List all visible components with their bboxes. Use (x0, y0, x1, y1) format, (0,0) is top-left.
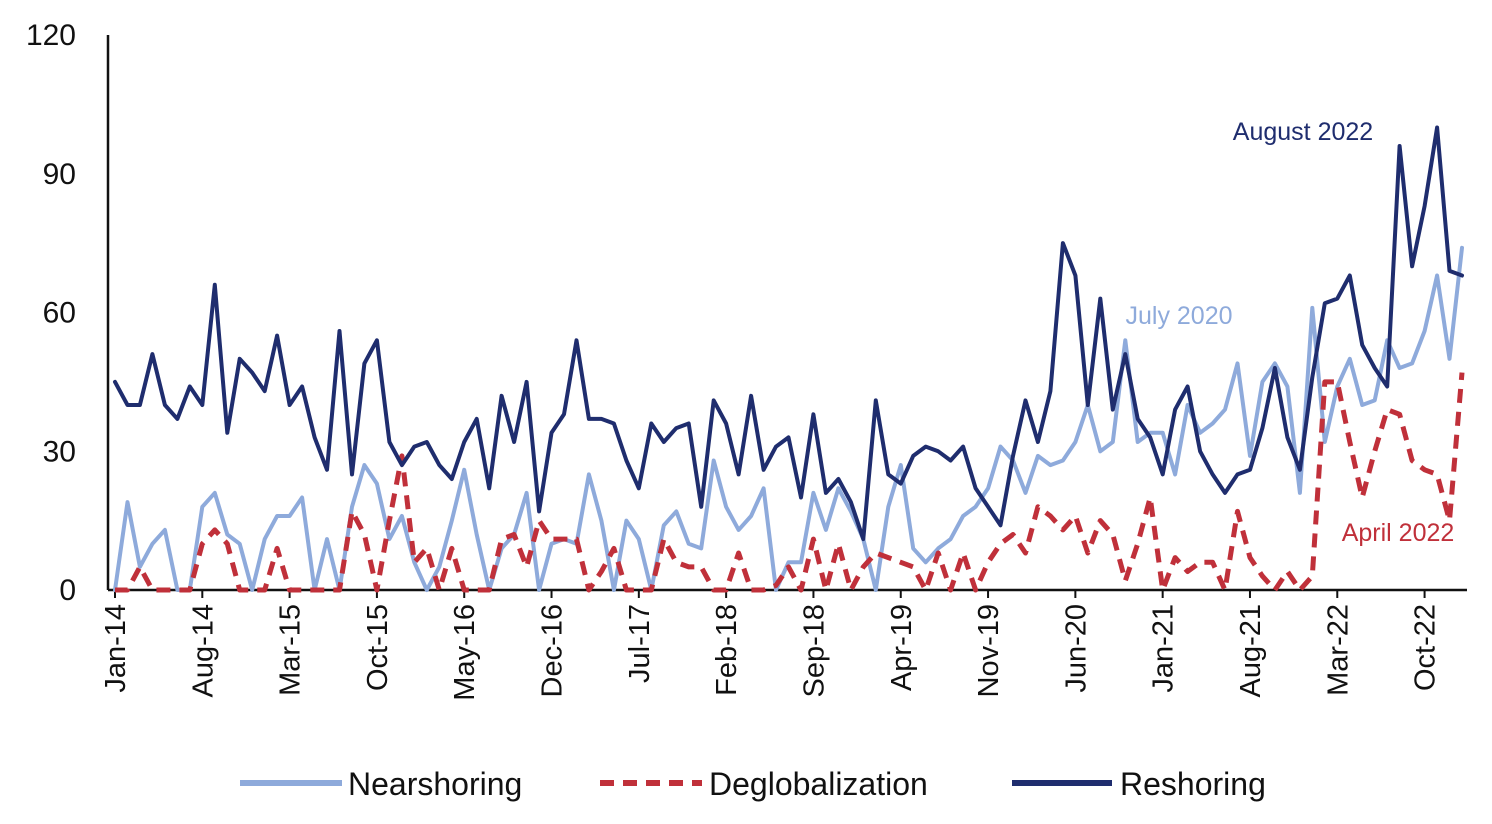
legend-item-reshoring: Reshoring (1012, 766, 1266, 802)
x-tick-label: May-16 (449, 604, 481, 701)
legend: Nearshoring Deglobalization Reshoring (240, 766, 1266, 802)
x-tick-label: Oct-15 (362, 604, 394, 691)
x-tick-label: Jan-14 (100, 604, 132, 693)
annotation-layer: August 2022 July 2020 April 2022 (1125, 118, 1454, 547)
series-line-deglobalization (115, 372, 1465, 593)
y-tick-label: 120 (26, 19, 76, 52)
legend-label-deglobalization: Deglobalization (709, 766, 928, 802)
series-layer (113, 125, 1465, 593)
chart-axes: 0 30 60 90 120 Jan-14 Aug-14 Mar-15 Oct-15 May-16… (26, 19, 1467, 701)
x-tick-label: Jun-20 (1060, 604, 1092, 693)
y-tick-label: 60 (43, 297, 76, 330)
x-tick-label: Feb-18 (711, 604, 743, 696)
legend-label-nearshoring: Nearshoring (348, 766, 522, 802)
x-tick-label: Mar-15 (275, 604, 307, 696)
legend-item-nearshoring: Nearshoring (240, 766, 522, 802)
x-tick-label: Nov-19 (973, 604, 1005, 698)
annotation-august-2022: August 2022 (1233, 118, 1373, 146)
x-tick-label: Dec-16 (537, 604, 569, 698)
y-tick-label: 30 (43, 435, 76, 468)
x-tick-label: Aug-14 (187, 604, 219, 698)
y-tick-label: 90 (43, 158, 76, 191)
y-tick-label: 0 (59, 574, 76, 607)
x-tick-label: Sep-18 (798, 604, 830, 698)
series-line-reshoring (113, 125, 1464, 542)
x-tick-label: Jan-21 (1148, 604, 1180, 693)
x-tick-label: Mar-22 (1322, 604, 1354, 696)
legend-label-reshoring: Reshoring (1120, 766, 1266, 802)
annotation-july-2020: July 2020 (1125, 302, 1232, 330)
legend-item-deglobalization: Deglobalization (600, 766, 928, 802)
annotation-april-2022: April 2022 (1342, 519, 1455, 547)
x-tick-label: Oct-22 (1410, 604, 1442, 691)
x-tick-label: Apr-19 (886, 604, 918, 691)
x-tick-label: Aug-21 (1235, 604, 1267, 698)
x-tick-label: Jul-17 (624, 604, 656, 683)
series-line-nearshoring (113, 245, 1464, 592)
